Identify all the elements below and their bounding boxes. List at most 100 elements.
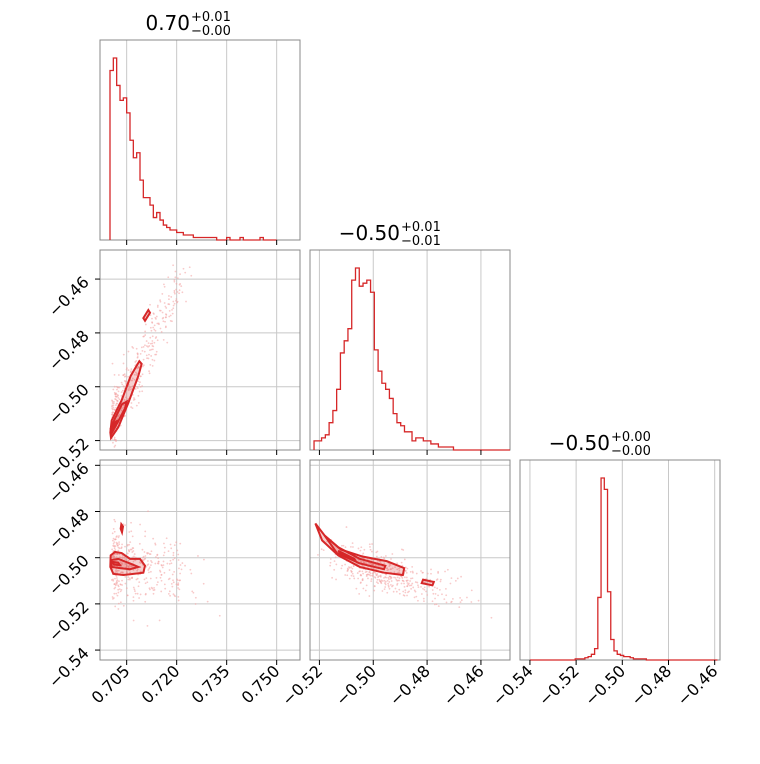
sample-point — [118, 535, 120, 537]
sample-point — [158, 619, 161, 622]
sample-point — [437, 594, 439, 597]
sample-point — [120, 391, 123, 394]
histogram-3 — [529, 477, 718, 661]
sample-point — [120, 409, 123, 412]
sample-point — [162, 316, 165, 319]
sample-point — [127, 578, 130, 581]
sample-point — [178, 289, 181, 292]
panel-frame — [99, 459, 301, 661]
panel-frame — [309, 249, 511, 451]
sample-point — [348, 577, 351, 580]
sample-point — [117, 374, 120, 376]
sample-point — [165, 307, 168, 309]
sample-point — [164, 320, 166, 323]
sample-point — [395, 590, 398, 593]
sample-point — [185, 300, 187, 303]
sample-point — [177, 584, 179, 586]
sample-point — [150, 560, 152, 562]
sample-point — [160, 574, 163, 576]
sample-point — [115, 577, 118, 579]
sample-point — [470, 601, 473, 603]
sample-point — [156, 306, 159, 308]
sample-point — [344, 574, 347, 576]
x-tick-label: −0.50 — [581, 661, 629, 709]
sample-point — [345, 526, 348, 528]
sample-point — [384, 583, 387, 586]
sample-point — [112, 441, 114, 444]
sample-point — [136, 592, 139, 595]
param-title-value: −0.50 — [339, 221, 400, 245]
sample-point — [359, 582, 362, 584]
contour-inner — [110, 560, 123, 567]
sample-point — [400, 582, 403, 585]
sample-point — [111, 539, 114, 542]
sample-point — [117, 588, 120, 591]
sample-point — [149, 336, 152, 339]
y-tick-label: −0.50 — [45, 551, 93, 599]
sample-point — [173, 291, 176, 294]
sample-point — [147, 569, 150, 571]
panel-hist-1: 0.70 +0.01−0.00 — [99, 10, 301, 245]
sample-point — [115, 556, 118, 559]
sample-point — [136, 569, 139, 572]
sample-point — [134, 388, 137, 390]
sample-point — [404, 570, 407, 572]
sample-point — [438, 588, 441, 591]
sample-point — [388, 565, 391, 568]
sample-point — [444, 587, 447, 590]
sample-point — [113, 438, 116, 441]
sample-point — [174, 299, 177, 302]
sample-point — [350, 571, 353, 573]
sample-point — [435, 603, 438, 606]
sample-point — [172, 593, 175, 596]
param-title-plus: +0.01 — [401, 220, 441, 235]
sample-point — [139, 385, 142, 388]
sample-point — [138, 390, 141, 393]
sample-point — [166, 341, 169, 344]
sample-point — [353, 577, 356, 580]
sample-point — [113, 547, 116, 550]
param-title-plus: +0.00 — [611, 430, 651, 445]
sample-point — [154, 562, 157, 565]
sample-point — [114, 395, 117, 398]
sample-point — [150, 355, 153, 357]
sample-point — [117, 536, 120, 539]
sample-point — [387, 568, 390, 571]
sample-point — [142, 358, 145, 361]
sample-point — [367, 577, 369, 580]
sample-point — [114, 398, 116, 400]
sample-point — [151, 358, 154, 361]
sample-point — [167, 550, 170, 553]
histogram-1 — [109, 57, 277, 241]
sample-point — [398, 579, 401, 582]
sample-point — [424, 581, 426, 583]
sample-point — [410, 577, 412, 580]
sample-point — [375, 573, 378, 576]
y-tick-label: −0.50 — [45, 380, 93, 428]
sample-point — [116, 417, 119, 420]
sample-point — [179, 579, 181, 582]
sample-point — [368, 571, 371, 574]
sample-point — [334, 556, 337, 559]
sample-point — [132, 347, 135, 349]
sample-point — [150, 550, 153, 553]
sample-point — [130, 548, 133, 551]
sample-point — [156, 581, 159, 584]
sample-point — [139, 381, 141, 384]
sample-point — [125, 565, 128, 567]
sample-point — [383, 562, 386, 565]
sample-point — [121, 562, 124, 565]
sample-point — [167, 578, 170, 581]
sample-point — [329, 561, 332, 564]
sample-point — [436, 587, 439, 590]
sample-point — [131, 535, 134, 538]
sample-point — [428, 585, 430, 588]
contour-mid — [110, 557, 142, 571]
sample-point — [172, 581, 175, 584]
sample-point — [126, 594, 129, 597]
sample-point — [172, 304, 175, 307]
sample-point — [179, 572, 182, 575]
sample-point — [405, 576, 408, 579]
sample-point — [411, 582, 414, 585]
sample-point — [136, 385, 138, 388]
